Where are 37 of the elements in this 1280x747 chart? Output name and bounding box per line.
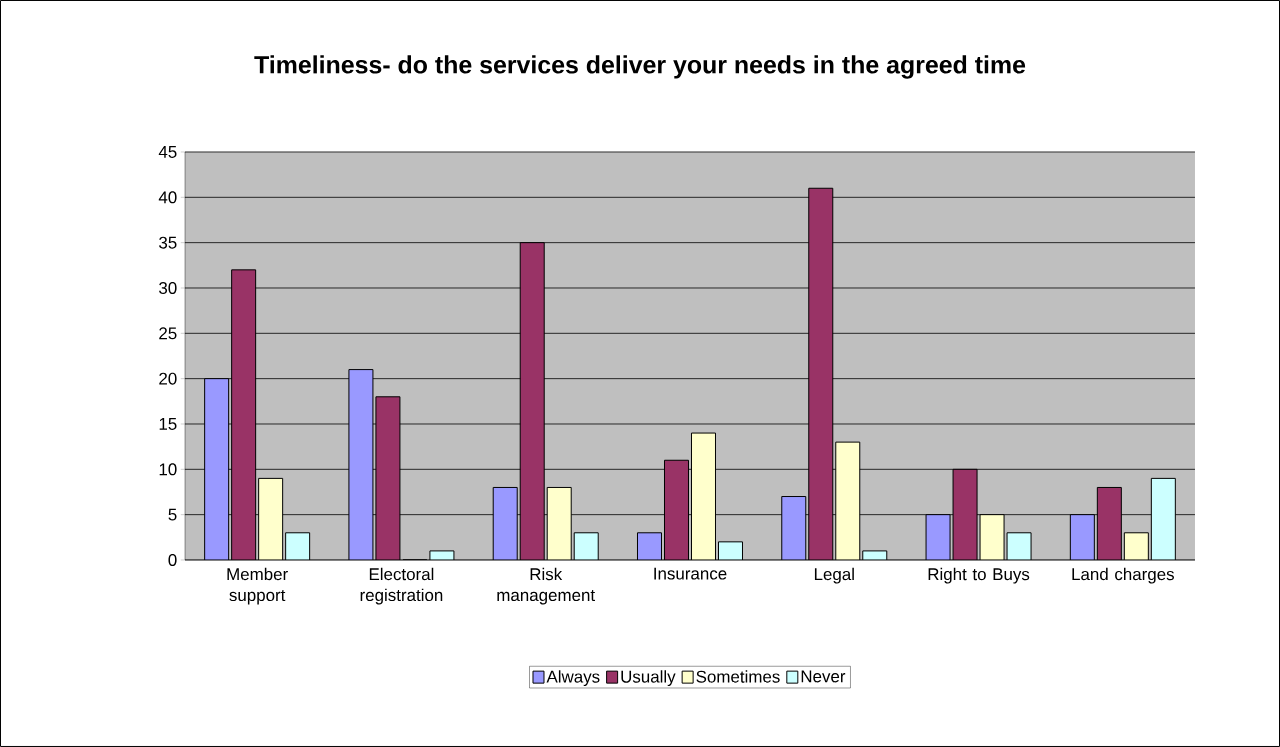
y-tick-label: 15 bbox=[159, 418, 177, 430]
bar bbox=[1123, 532, 1149, 560]
bar bbox=[952, 468, 978, 560]
y-tick-label: 5 bbox=[168, 508, 177, 521]
y-tick-label: 10 bbox=[159, 463, 177, 476]
bar bbox=[573, 532, 599, 560]
y-tick-label: 45 bbox=[158, 146, 177, 158]
legend-label: Sometimes bbox=[696, 670, 780, 683]
x-tick-label: Insurance bbox=[654, 567, 727, 580]
x-tick-label: Right to Buys bbox=[928, 567, 1030, 584]
bar bbox=[231, 269, 257, 560]
bar bbox=[1150, 477, 1176, 560]
x-tick-label: Land charges bbox=[1072, 567, 1174, 584]
legend-label: Never bbox=[801, 670, 846, 683]
bar bbox=[519, 242, 545, 560]
x-tick-label: Risk management bbox=[497, 567, 595, 605]
bar bbox=[546, 486, 572, 560]
x-tick-label: Legal bbox=[814, 567, 854, 584]
bar bbox=[258, 477, 284, 560]
bar bbox=[375, 396, 401, 560]
bar bbox=[808, 187, 834, 560]
x-tick-label: Electoral registration bbox=[360, 567, 443, 605]
bar bbox=[663, 459, 689, 560]
bar bbox=[835, 441, 861, 560]
y-tick-label: 30 bbox=[159, 281, 177, 294]
y-tick-label: 40 bbox=[158, 191, 177, 204]
legend-label: Always bbox=[546, 670, 600, 687]
chart-title: Timeliness- do the services deliver your needs in the agreed time bbox=[254, 55, 1026, 79]
y-tick-label: 20 bbox=[159, 372, 177, 385]
bar bbox=[1096, 486, 1122, 560]
x-tick-label: Member support bbox=[227, 567, 288, 605]
legend-label: Usually bbox=[621, 670, 676, 687]
bar bbox=[690, 432, 716, 560]
bar bbox=[285, 532, 311, 560]
y-tick-label: 35 bbox=[159, 236, 177, 249]
y-tick-label: 0 bbox=[168, 553, 177, 566]
y-tick-label: 25 bbox=[159, 327, 177, 340]
